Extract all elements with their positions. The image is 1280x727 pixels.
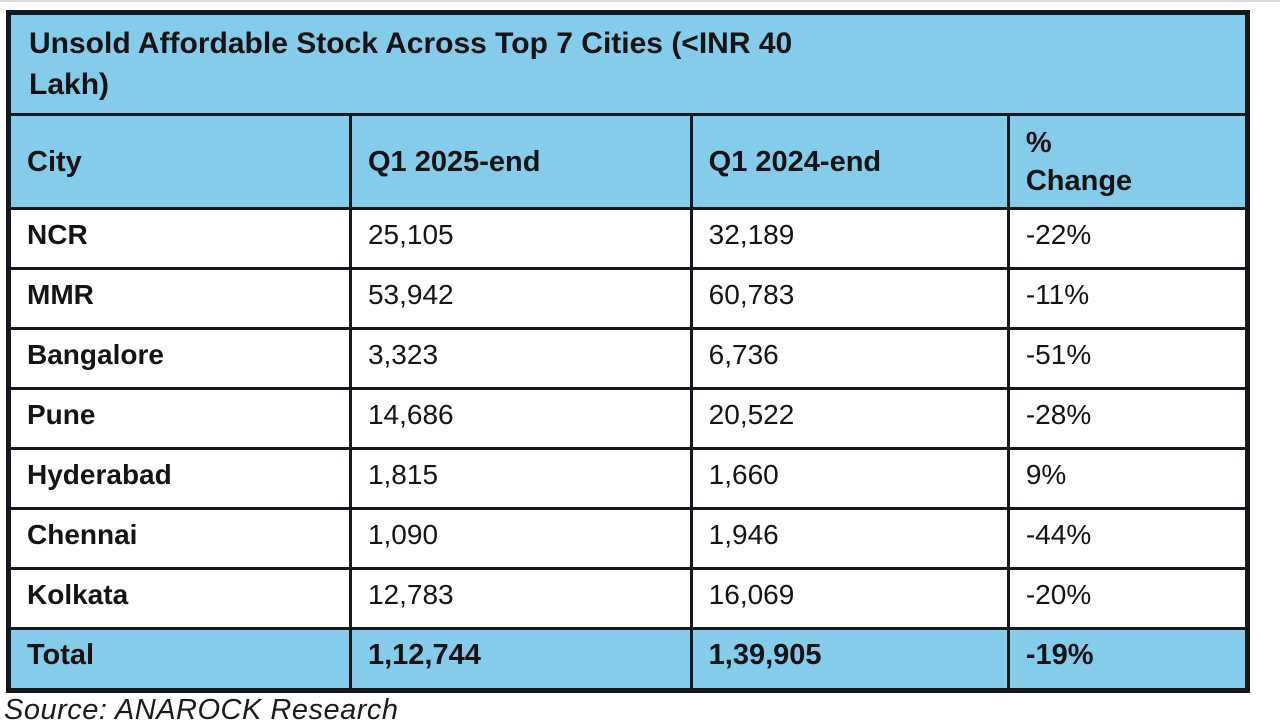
table-row-mmr: MMR 53,942 60,783 -11% xyxy=(7,267,1250,330)
q1-2025-value: 1,815 xyxy=(348,447,693,510)
pct-change-value: -28% xyxy=(1006,387,1250,450)
pct-change-header-line-2: Change xyxy=(1025,164,1133,197)
total-label: Total xyxy=(7,627,352,692)
table-title: Unsold Affordable Stock Across Top 7 Cit… xyxy=(7,11,1249,116)
table-header-row: City Q1 2025-end Q1 2024-end % Change xyxy=(7,113,1250,210)
q1-2024-value: 1,660 xyxy=(689,447,1010,510)
unsold-stock-table: Unsold Affordable Stock Across Top 7 Cit… xyxy=(6,10,1250,693)
pct-change-value: -51% xyxy=(1006,327,1250,390)
q1-2024-value: 32,189 xyxy=(689,207,1010,270)
unsold-stock-table-container: Unsold Affordable Stock Across Top 7 Cit… xyxy=(6,10,1250,693)
city-name: Bangalore xyxy=(7,327,352,390)
city-name: Kolkata xyxy=(7,567,352,630)
pct-change-value: -22% xyxy=(1006,207,1250,270)
column-header-pct-change: % Change xyxy=(1006,113,1250,210)
total-pct-change-value: -19% xyxy=(1006,627,1250,692)
q1-2024-value: 60,783 xyxy=(689,267,1010,330)
q1-2025-value: 12,783 xyxy=(348,567,693,630)
city-name: Chennai xyxy=(7,507,352,570)
pct-change-value: -11% xyxy=(1006,267,1250,330)
q1-2024-value: 16,069 xyxy=(689,567,1010,630)
total-q1-2025-value: 1,12,744 xyxy=(348,627,693,692)
total-q1-2024-value: 1,39,905 xyxy=(689,627,1010,692)
table-row-bangalore: Bangalore 3,323 6,736 -51% xyxy=(7,327,1250,390)
pct-change-value: 9% xyxy=(1006,447,1250,510)
column-header-city: City xyxy=(7,113,352,210)
pct-change-header-line-1: % xyxy=(1025,126,1052,159)
top-edge-divider xyxy=(0,0,1280,2)
q1-2025-value: 14,686 xyxy=(348,387,693,450)
table-row-chennai: Chennai 1,090 1,946 -44% xyxy=(7,507,1250,570)
q1-2025-value: 3,323 xyxy=(348,327,693,390)
q1-2025-value: 25,105 xyxy=(348,207,693,270)
q1-2025-value: 53,942 xyxy=(348,267,693,330)
column-header-q1-2025: Q1 2025-end xyxy=(348,113,693,210)
table-row-pune: Pune 14,686 20,522 -28% xyxy=(7,387,1250,450)
q1-2024-value: 20,522 xyxy=(689,387,1010,450)
q1-2024-value: 6,736 xyxy=(689,327,1010,390)
table-title-row: Unsold Affordable Stock Across Top 7 Cit… xyxy=(7,11,1249,116)
q1-2025-value: 1,090 xyxy=(348,507,693,570)
city-name: NCR xyxy=(7,207,352,270)
table-title-line-2: Lakh) xyxy=(29,68,110,101)
table-row-hyderabad: Hyderabad 1,815 1,660 9% xyxy=(7,447,1250,510)
table-row-ncr: NCR 25,105 32,189 -22% xyxy=(7,207,1250,270)
city-name: Hyderabad xyxy=(7,447,352,510)
q1-2024-value: 1,946 xyxy=(689,507,1010,570)
table-title-line-1: Unsold Affordable Stock Across Top 7 Cit… xyxy=(29,27,793,60)
pct-change-value: -44% xyxy=(1006,507,1250,570)
pct-change-value: -20% xyxy=(1006,567,1250,630)
source-attribution: Source: ANAROCK Research xyxy=(4,694,399,726)
table-row-total: Total 1,12,744 1,39,905 -19% xyxy=(7,627,1250,692)
column-header-q1-2024: Q1 2024-end xyxy=(689,113,1010,210)
city-name: MMR xyxy=(7,267,352,330)
city-name: Pune xyxy=(7,387,352,450)
table-row-kolkata: Kolkata 12,783 16,069 -20% xyxy=(7,567,1250,630)
